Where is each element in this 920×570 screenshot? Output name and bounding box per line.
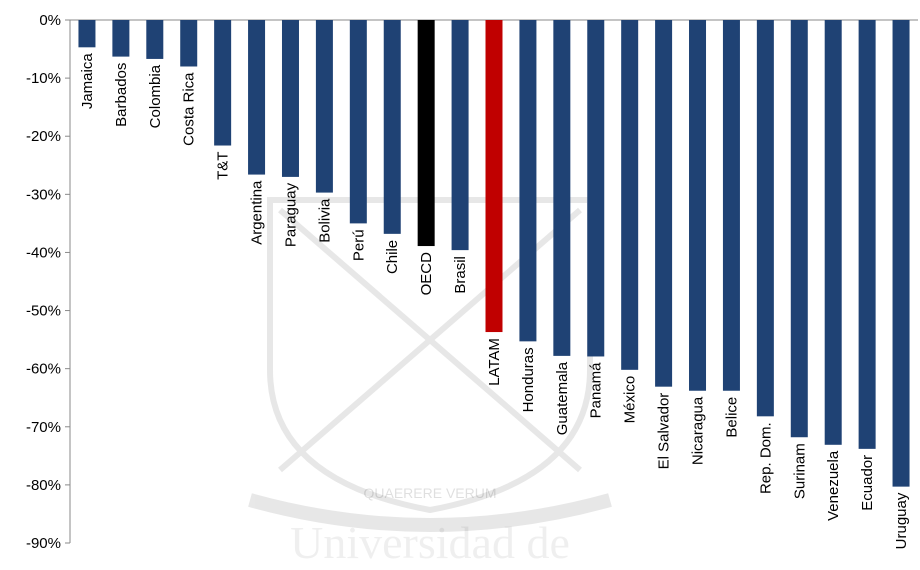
- y-tick-label: -80%: [26, 477, 61, 494]
- bar-panam-: [587, 20, 605, 357]
- category-label: Paraguay: [282, 182, 299, 247]
- bar-t-t: [214, 20, 232, 146]
- category-label: OECD: [418, 252, 435, 296]
- bar-bolivia: [315, 20, 333, 193]
- category-label: Argentina: [249, 180, 266, 245]
- category-label: Honduras: [520, 347, 537, 412]
- bars: [78, 20, 910, 487]
- y-tick-label: -70%: [26, 419, 61, 436]
- y-tick-label: -40%: [26, 244, 61, 261]
- category-label: Barbados: [113, 63, 130, 127]
- bar-el-salvador: [655, 20, 673, 387]
- bar-per-: [349, 20, 367, 224]
- category-label: Rep. Dom.: [757, 422, 774, 494]
- bar-costa-rica: [180, 20, 198, 67]
- category-label: Guatemala: [554, 361, 571, 435]
- category-label: Chile: [384, 240, 401, 274]
- category-label: Perú: [350, 229, 367, 261]
- bar-uruguay: [892, 20, 910, 487]
- bar-barbados: [112, 20, 130, 57]
- bar-brasil: [451, 20, 469, 251]
- category-label: México: [622, 376, 639, 424]
- bar-argentina: [248, 20, 266, 175]
- bar-oecd: [417, 20, 435, 247]
- category-label: Colombia: [147, 64, 164, 128]
- category-label: Belice: [723, 397, 740, 438]
- bar-latam: [485, 20, 503, 333]
- category-label: Bolivia: [316, 198, 333, 243]
- category-label: Costa Rica: [181, 72, 198, 146]
- bar-guatemala: [553, 20, 571, 356]
- category-label: T&T: [215, 152, 232, 180]
- category-label: Jamaica: [79, 53, 96, 110]
- bar-nicaragua: [689, 20, 707, 391]
- category-label: LATAM: [486, 338, 503, 386]
- bar-jamaica: [78, 20, 96, 48]
- y-tick-label: -90%: [26, 535, 61, 552]
- y-tick-label: -60%: [26, 361, 61, 378]
- bar-chile: [383, 20, 401, 234]
- bar-colombia: [146, 20, 164, 59]
- y-tick-label: -20%: [26, 128, 61, 145]
- category-label: Venezuela: [825, 450, 842, 521]
- category-label: Ecuador: [859, 455, 876, 511]
- category-label: Surinam: [791, 443, 808, 499]
- category-label: El Salvador: [656, 393, 673, 470]
- y-tick-label: -10%: [26, 70, 61, 87]
- bar-m-xico: [621, 20, 639, 370]
- bar-belice: [722, 20, 740, 391]
- bar-ecuador: [858, 20, 876, 449]
- category-label: Nicaragua: [690, 396, 707, 465]
- category-labels: Jamaica Barbados Colombia Costa Rica T&T Arge…: [79, 53, 910, 550]
- bar-paraguay: [281, 20, 299, 177]
- y-tick-label: 0%: [39, 12, 61, 29]
- category-label: Brasil: [452, 256, 469, 294]
- y-tick-label: -30%: [26, 186, 61, 203]
- bar-surinam: [790, 20, 808, 438]
- y-tick-label: -50%: [26, 303, 61, 320]
- bar-rep-dom-: [756, 20, 774, 417]
- y-axis: 0% -10% -20% -30% -40% -50% -60% -70% -80% -90%: [26, 12, 918, 552]
- category-label: Panamá: [588, 362, 605, 419]
- bar-honduras: [519, 20, 537, 342]
- bar-venezuela: [824, 20, 842, 445]
- category-label: Uruguay: [893, 492, 910, 549]
